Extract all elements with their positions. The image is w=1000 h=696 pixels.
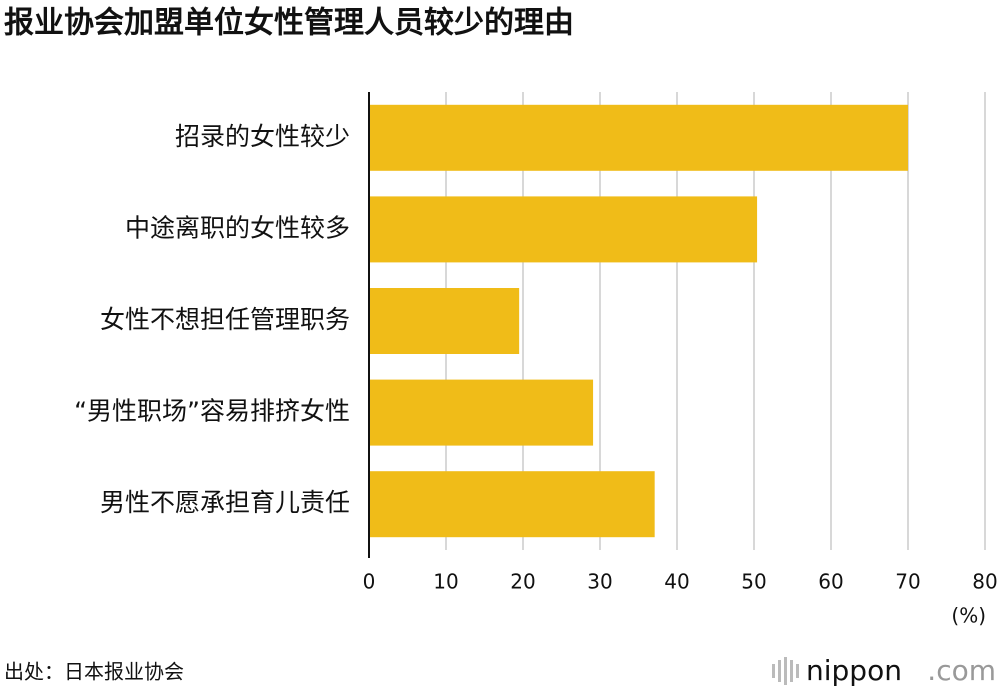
x-tick-label: 80 xyxy=(972,570,997,594)
bar xyxy=(369,196,758,263)
x-tick-label: 60 xyxy=(818,570,843,594)
y-tick-label: 女性不想担任管理职务 xyxy=(100,305,350,334)
x-tick-label: 0 xyxy=(363,570,376,594)
y-tick-label: 男性不愿承担育儿责任 xyxy=(100,488,350,517)
bar xyxy=(369,104,908,171)
bar xyxy=(369,288,520,354)
y-tick-label: 招录的女性较少 xyxy=(175,122,350,151)
chart-title: 报业协会加盟单位女性管理人员较少的理由 xyxy=(4,6,574,41)
x-tick-label: 40 xyxy=(664,570,689,594)
x-tick-label: 20 xyxy=(510,570,535,594)
source: 出处：日本报业协会 xyxy=(4,660,184,684)
x-tick-label: 70 xyxy=(895,570,920,594)
x-tick-label: 30 xyxy=(587,570,612,594)
x-unit: (%) xyxy=(951,604,986,628)
y-tick-label: 中途离职的女性较多 xyxy=(125,213,350,242)
logo-name: nippon xyxy=(806,654,902,687)
bar xyxy=(369,471,655,538)
logo-suffix: .com xyxy=(927,654,996,687)
x-tick-label: 10 xyxy=(433,570,458,594)
x-tick-label: 50 xyxy=(741,570,766,594)
y-tick-label: “男性职场”容易排挤女性 xyxy=(74,397,350,426)
bar xyxy=(369,379,594,446)
logo-mark xyxy=(772,657,799,685)
